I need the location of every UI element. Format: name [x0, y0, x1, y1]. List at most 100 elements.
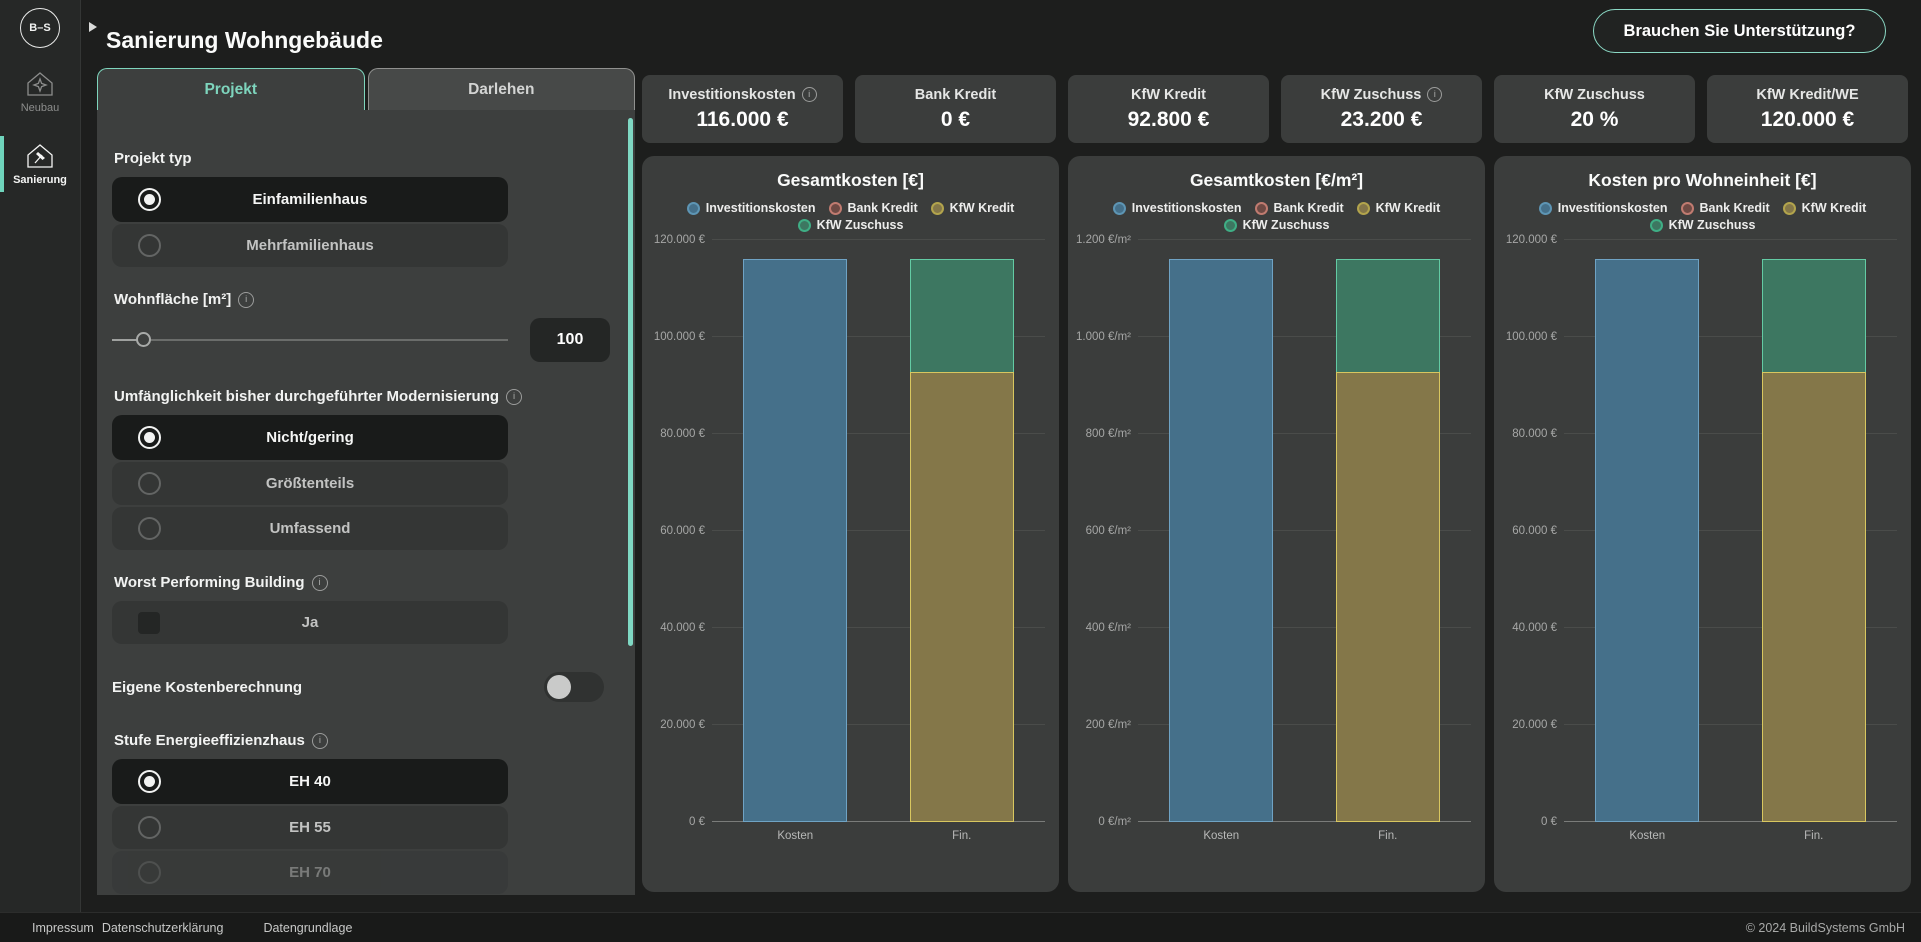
x-axis-labels: Kosten Fin. [1138, 830, 1471, 842]
legend-item[interactable]: KfW Kredit [1356, 201, 1441, 215]
gridline [1564, 530, 1897, 531]
area-value-input[interactable]: 100 [530, 318, 610, 362]
gridline [1138, 433, 1471, 434]
y-tick-label: 20.000 € [660, 719, 705, 731]
stat-value: 23.200 € [1340, 107, 1423, 131]
y-tick-label: 0 € [1541, 816, 1557, 828]
y-tick-label: 40.000 € [1512, 622, 1557, 634]
legend-item[interactable]: KfW Zuschuss [1223, 218, 1329, 232]
y-axis: 0 € 20.000 € 40.000 € 60.000 € 80.000 € 100.0… [642, 234, 712, 828]
gridline [712, 239, 1045, 240]
slider-handle[interactable] [135, 332, 151, 347]
legend-marker-icon [686, 201, 700, 215]
checkbox-icon[interactable] [138, 611, 160, 634]
radio-icon [138, 188, 161, 211]
legend-marker-icon [1649, 218, 1663, 232]
option-mehrfamilienhaus[interactable]: Mehrfamilienhaus [112, 224, 508, 267]
area-slider[interactable] [112, 332, 508, 348]
info-icon[interactable] [311, 732, 328, 749]
gridline [712, 530, 1045, 531]
gridline [712, 336, 1045, 337]
x-tick-label: Kosten [1629, 830, 1666, 842]
legend-item[interactable]: KfW Zuschuss [1649, 218, 1756, 232]
bar-Kosten [1169, 240, 1274, 822]
chart-legend: Investitionskosten Bank Kredit KfW Kredit K… [1087, 201, 1467, 232]
legend-item[interactable]: KfW Kredit [930, 201, 1014, 215]
y-tick-label: 40.000 € [660, 622, 705, 634]
y-tick-label: 400 €/m² [1085, 622, 1131, 634]
info-icon[interactable] [801, 87, 817, 102]
bar-Fin. [909, 240, 1014, 822]
support-button[interactable]: Brauchen Sie Unterstützung? [1593, 9, 1886, 53]
legend-marker-icon [1680, 201, 1694, 215]
option-eh-55[interactable]: EH 55 [112, 806, 508, 849]
bar-segment-KfW Zuschuss [909, 259, 1014, 372]
toggle-knob [547, 675, 571, 699]
y-tick-label: 0 €/m² [1098, 816, 1131, 828]
x-tick-label: Kosten [777, 830, 814, 842]
legend-item[interactable]: Bank Kredit [1680, 201, 1770, 215]
bar-segment-KfW Zuschuss [1335, 259, 1440, 372]
info-icon[interactable] [1427, 87, 1443, 102]
bars [1138, 240, 1471, 822]
info-icon[interactable] [238, 291, 255, 308]
option-ja[interactable]: Ja [112, 601, 508, 644]
sidebar: B–S Neubau Sanierung [0, 0, 81, 912]
field-label-eigene-kosten: Eigene Kostenberechnung [112, 678, 303, 696]
brand-logo[interactable]: B–S [20, 8, 60, 48]
option-groesstenteils[interactable]: Größtenteils [112, 462, 508, 505]
legend-label: Investitionskosten [705, 201, 816, 215]
legend-item[interactable]: KfW Kredit [1782, 201, 1866, 215]
gridline [712, 724, 1045, 725]
footer-link-datengrundlage[interactable]: Datengrundlage [263, 920, 353, 935]
collapse-arrow-icon[interactable] [89, 22, 97, 32]
tab-projekt[interactable]: Projekt [97, 68, 365, 110]
y-tick-label: 100.000 € [1505, 331, 1557, 343]
slider-track[interactable] [112, 339, 508, 341]
sidebar-item-label: Neubau [20, 102, 60, 114]
footer-link-impressum[interactable]: Impressum [32, 920, 94, 935]
footer-link-datenschutz[interactable]: Datenschutzerklärung [101, 920, 224, 935]
option-umfassend[interactable]: Umfassend [112, 507, 508, 550]
legend-item[interactable]: Investitionskosten [1112, 201, 1242, 215]
legend-item[interactable]: KfW Zuschuss [797, 218, 903, 232]
option-eh-70[interactable]: EH 70 [112, 851, 508, 894]
field-label-worst-performing: Worst Performing Building [114, 574, 619, 591]
option-einfamilienhaus[interactable]: Einfamilienhaus [112, 177, 508, 222]
plot: 0 € 20.000 € 40.000 € 60.000 € 80.000 € 100.0… [642, 234, 1059, 828]
option-nicht-gering[interactable]: Nicht/gering [112, 415, 508, 460]
chart-legend: Investitionskosten Bank Kredit KfW Kredit K… [1513, 201, 1893, 232]
legend-marker-icon [1112, 201, 1126, 215]
sidebar-item-neubau[interactable]: Neubau [0, 64, 80, 120]
legend-label: KfW Kredit [1375, 201, 1441, 215]
legend-item[interactable]: Bank Kredit [828, 201, 918, 215]
radio-icon [138, 770, 161, 793]
legend-item[interactable]: Investitionskosten [1538, 201, 1668, 215]
field-label-modernisierung: Umfänglichkeit bisher durchgeführter Mod… [114, 388, 619, 405]
option-eh-40[interactable]: EH 40 [112, 759, 508, 804]
sidebar-item-sanierung[interactable]: Sanierung [0, 136, 80, 192]
worst-performing-options: Ja [112, 601, 508, 644]
tab-darlehen[interactable]: Darlehen [367, 68, 635, 110]
sidebar-item-label: Sanierung [13, 174, 67, 186]
legend-marker-icon [1254, 201, 1268, 215]
page-title: Sanierung Wohngebäude [106, 27, 383, 54]
form-body: Projekt typ Einfamilienhaus Mehrfamilien… [97, 110, 635, 895]
toggle-switch[interactable] [544, 672, 604, 702]
scrollbar[interactable] [628, 118, 633, 646]
info-icon[interactable] [311, 574, 328, 591]
y-axis: 0 € 20.000 € 40.000 € 60.000 € 80.000 € 100.0… [1494, 234, 1564, 828]
bar-segment-KfW Kredit [1335, 371, 1440, 822]
field-label-wohnflaeche: Wohnfläche [m²] [114, 291, 619, 308]
legend-item[interactable]: Bank Kredit [1254, 201, 1344, 215]
gridline [1564, 627, 1897, 628]
field-label-projekt-typ: Projekt typ [114, 150, 192, 167]
bar-segment-Investitionskosten [1595, 259, 1700, 822]
bar-segment-KfW Kredit [1761, 371, 1866, 822]
stat-value: 92.800 € [1127, 107, 1210, 131]
modernisierung-options: Nicht/gering Größtenteils Umfassend [112, 415, 508, 550]
gridline [1564, 433, 1897, 434]
info-icon[interactable] [506, 388, 523, 405]
legend-item[interactable]: Investitionskosten [686, 201, 816, 215]
legend-label: KfW Zuschuss [1668, 218, 1756, 232]
